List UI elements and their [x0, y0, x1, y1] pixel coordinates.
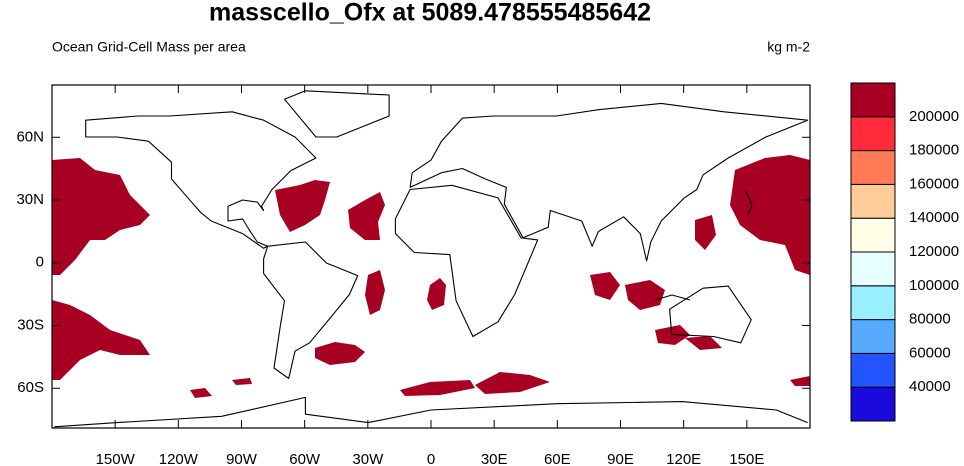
x-tick-label: 90W	[226, 451, 258, 466]
colorbar-label: 40000	[909, 378, 951, 395]
y-tick-label: 60S	[17, 379, 44, 396]
units: kg m-2	[767, 39, 810, 55]
x-tick-label: 60W	[289, 451, 321, 466]
y-tick-label: 60N	[16, 128, 44, 145]
subtitle: Ocean Grid-Cell Mass per area	[52, 39, 246, 55]
colorbar-label: 100000	[909, 277, 959, 294]
x-tick-label: 30W	[352, 451, 384, 466]
x-tick-label: 30E	[481, 451, 508, 466]
x-tick-label: 120W	[159, 451, 199, 466]
colorbar-box	[850, 251, 896, 287]
x-tick-label: 120E	[666, 451, 701, 466]
colorbar-label: 120000	[909, 243, 959, 260]
y-tick-label: 0	[36, 254, 44, 271]
colorbar-label: 160000	[909, 175, 959, 192]
colorbar-box	[850, 352, 896, 388]
title: masscello_Ofx at 5089.478555485642	[209, 0, 651, 27]
colorbar-box	[850, 319, 896, 354]
colorbar-label: 180000	[909, 142, 959, 159]
y-tick-label: 30S	[17, 316, 44, 333]
colorbar-box	[850, 150, 896, 185]
x-tick-label: 150E	[729, 451, 764, 466]
x-tick-label: 90E	[607, 451, 634, 466]
colorbar-label: 200000	[909, 108, 959, 125]
colorbar-box	[850, 82, 896, 118]
data-field	[52, 155, 810, 398]
colorbar-label: 60000	[909, 344, 951, 361]
x-tick-label: 150W	[96, 451, 136, 466]
colorbar-box	[850, 183, 896, 219]
y-tick-label: 30N	[16, 191, 44, 208]
colorbar-label: 140000	[909, 209, 959, 226]
colorbar-box	[850, 116, 896, 152]
coastlines	[54, 90, 809, 428]
colorbar-box	[850, 285, 896, 321]
map-frame	[51, 84, 811, 429]
colorbar-box	[850, 217, 896, 253]
x-tick-label: 60E	[544, 451, 571, 466]
colorbar-label: 80000	[909, 311, 951, 328]
x-tick-label: 0	[427, 451, 435, 466]
colorbar-box	[850, 386, 896, 422]
